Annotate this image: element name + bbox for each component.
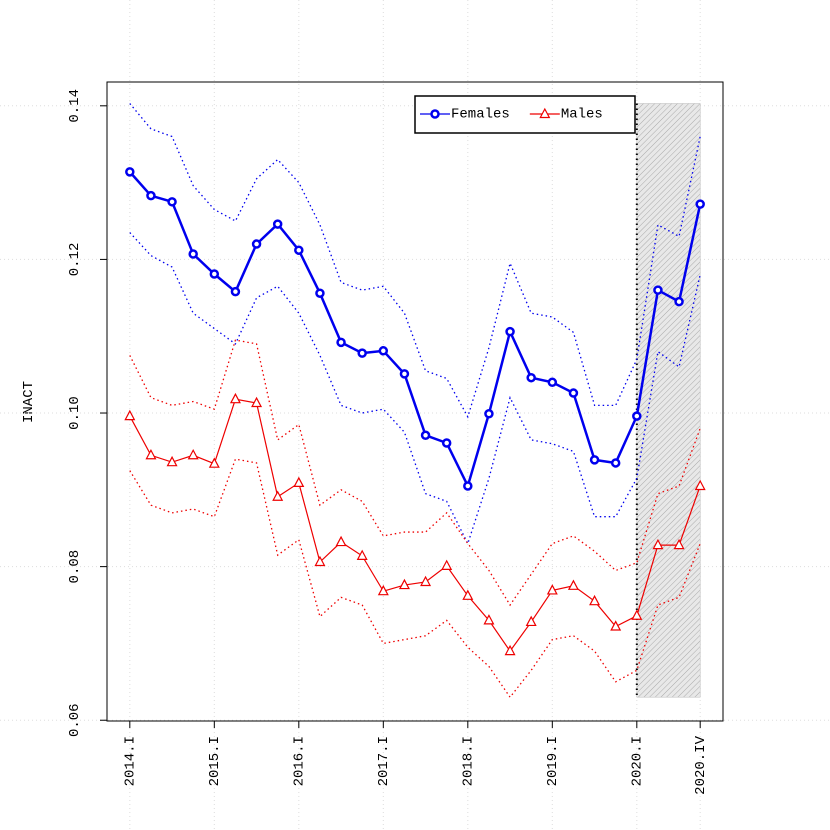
y-tick-label: 0.06 (67, 703, 83, 737)
point (484, 409, 494, 419)
point (441, 438, 452, 448)
point (632, 411, 642, 421)
y-tick-label: 0.10 (67, 396, 83, 430)
point (504, 644, 516, 656)
point (610, 620, 622, 631)
point (547, 377, 558, 388)
point (399, 369, 410, 379)
point (652, 538, 664, 550)
x-tick-label: 2020.I (630, 736, 646, 786)
point (546, 584, 558, 595)
plot-box (106, 81, 724, 722)
x-tick-label: 2014.I (123, 736, 139, 786)
point (420, 575, 432, 587)
x-tick-label: 2019.I (545, 736, 561, 786)
point (694, 479, 706, 491)
confidence-band-lower (129, 232, 701, 546)
point (589, 594, 601, 606)
y-tick-label: 0.14 (67, 89, 83, 123)
point (525, 615, 537, 627)
legend-label: Females (451, 107, 510, 123)
confidence-band-upper (129, 339, 701, 607)
point (610, 458, 621, 468)
y-tick-label: 0.12 (67, 243, 83, 277)
point (145, 448, 157, 460)
series-line (128, 171, 702, 490)
point (315, 288, 325, 298)
point (209, 269, 220, 279)
point (526, 372, 536, 383)
point (146, 190, 156, 201)
y-tick-label: 0.08 (67, 550, 83, 584)
point (505, 326, 515, 337)
point (589, 455, 600, 465)
point (167, 197, 177, 207)
point (188, 249, 198, 259)
point (357, 348, 367, 358)
point (356, 549, 368, 560)
legend-label: Males (561, 107, 603, 123)
point (483, 614, 495, 625)
point (272, 490, 284, 501)
point (125, 167, 135, 177)
point (230, 286, 241, 297)
point (378, 346, 389, 356)
point (653, 285, 663, 295)
point (166, 455, 178, 467)
x-tick-label: 2018.I (461, 736, 477, 786)
point (430, 109, 440, 119)
shaded-region (636, 103, 701, 698)
point (695, 199, 705, 209)
point (568, 388, 579, 398)
point (335, 535, 347, 547)
x-tick-label: 2015.I (207, 736, 223, 786)
point (124, 409, 136, 421)
point (463, 481, 473, 491)
point (441, 559, 453, 570)
point (336, 337, 346, 348)
point (673, 538, 685, 550)
point (251, 396, 263, 408)
point (377, 584, 389, 596)
point (272, 219, 283, 229)
point (674, 296, 684, 307)
point (293, 476, 305, 488)
legend-box (414, 95, 636, 134)
point (398, 578, 410, 590)
point (251, 239, 262, 249)
x-tick-label: 2017.I (376, 736, 392, 786)
series-line (129, 398, 701, 653)
point (631, 609, 643, 620)
y-axis-label: INACT (21, 381, 37, 423)
point (294, 245, 304, 255)
point (539, 107, 551, 119)
point (314, 555, 326, 567)
point (420, 430, 431, 441)
point (462, 589, 474, 600)
x-tick-label: 2016.I (292, 736, 308, 786)
x-tick-label: 2020.IV (693, 735, 709, 794)
point (229, 392, 241, 404)
point (567, 579, 579, 590)
confidence-band-upper (129, 103, 701, 419)
confidence-band-lower (129, 458, 701, 699)
point (187, 448, 199, 460)
point (208, 457, 220, 468)
